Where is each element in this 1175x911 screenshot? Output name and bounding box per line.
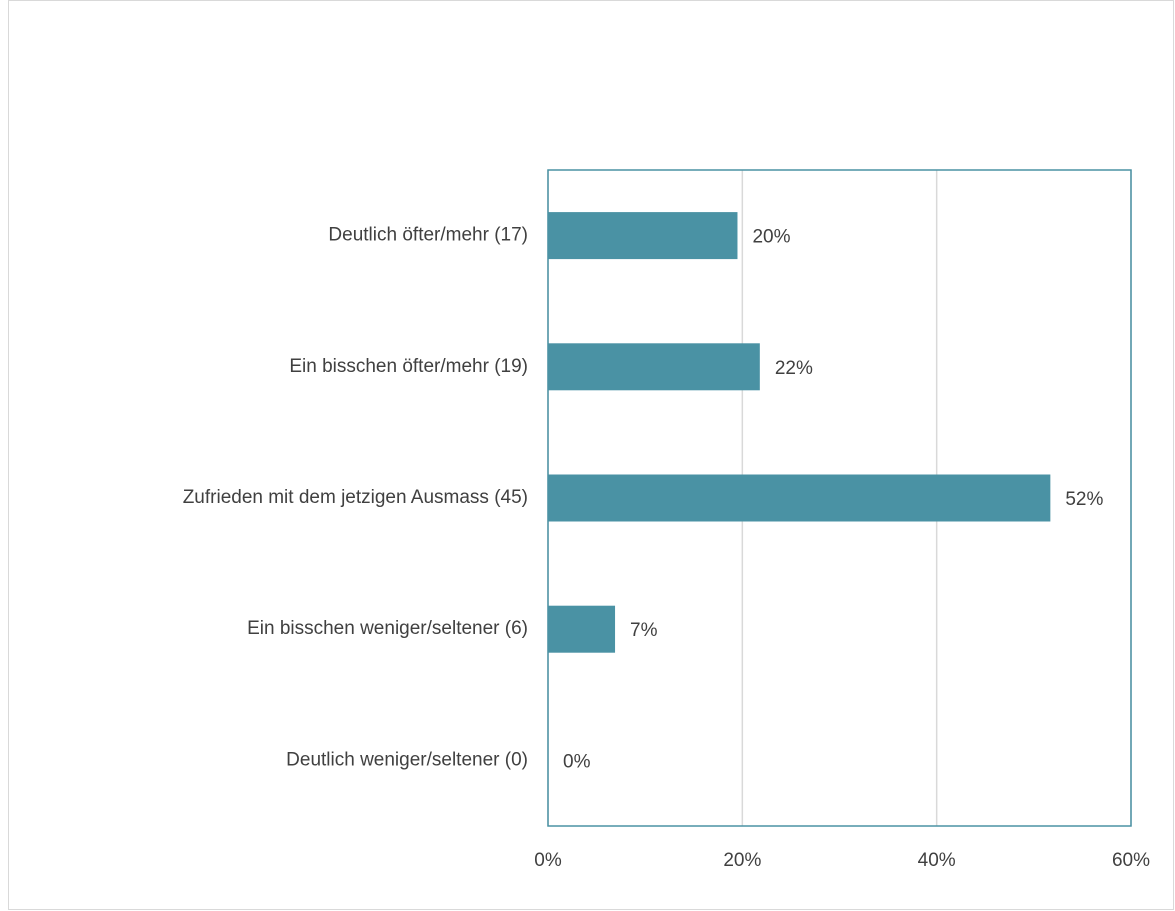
x-tick-label: 60% bbox=[1112, 850, 1150, 871]
bar bbox=[548, 212, 738, 260]
value-label: 20% bbox=[752, 227, 790, 248]
x-tick-label: 20% bbox=[723, 850, 761, 871]
chart-border bbox=[8, 0, 1174, 910]
y-tick-label: Deutlich weniger/seltener (0) bbox=[286, 749, 528, 770]
bar bbox=[548, 474, 1051, 522]
y-tick-label: Deutlich öfter/mehr (17) bbox=[328, 225, 528, 246]
value-label: 52% bbox=[1065, 489, 1103, 510]
value-label: 22% bbox=[775, 358, 813, 379]
y-tick-label: Ein bisschen öfter/mehr (19) bbox=[289, 356, 528, 377]
y-tick-label: Ein bisschen weniger/seltener (6) bbox=[247, 618, 528, 639]
value-label: 0% bbox=[563, 751, 591, 772]
value-label: 7% bbox=[630, 620, 658, 641]
bar bbox=[548, 343, 760, 391]
x-tick-label: 0% bbox=[534, 850, 562, 871]
y-tick-label: Zufrieden mit dem jetzigen Ausmass (45) bbox=[183, 487, 528, 508]
bar bbox=[548, 605, 616, 653]
x-tick-label: 40% bbox=[918, 850, 956, 871]
